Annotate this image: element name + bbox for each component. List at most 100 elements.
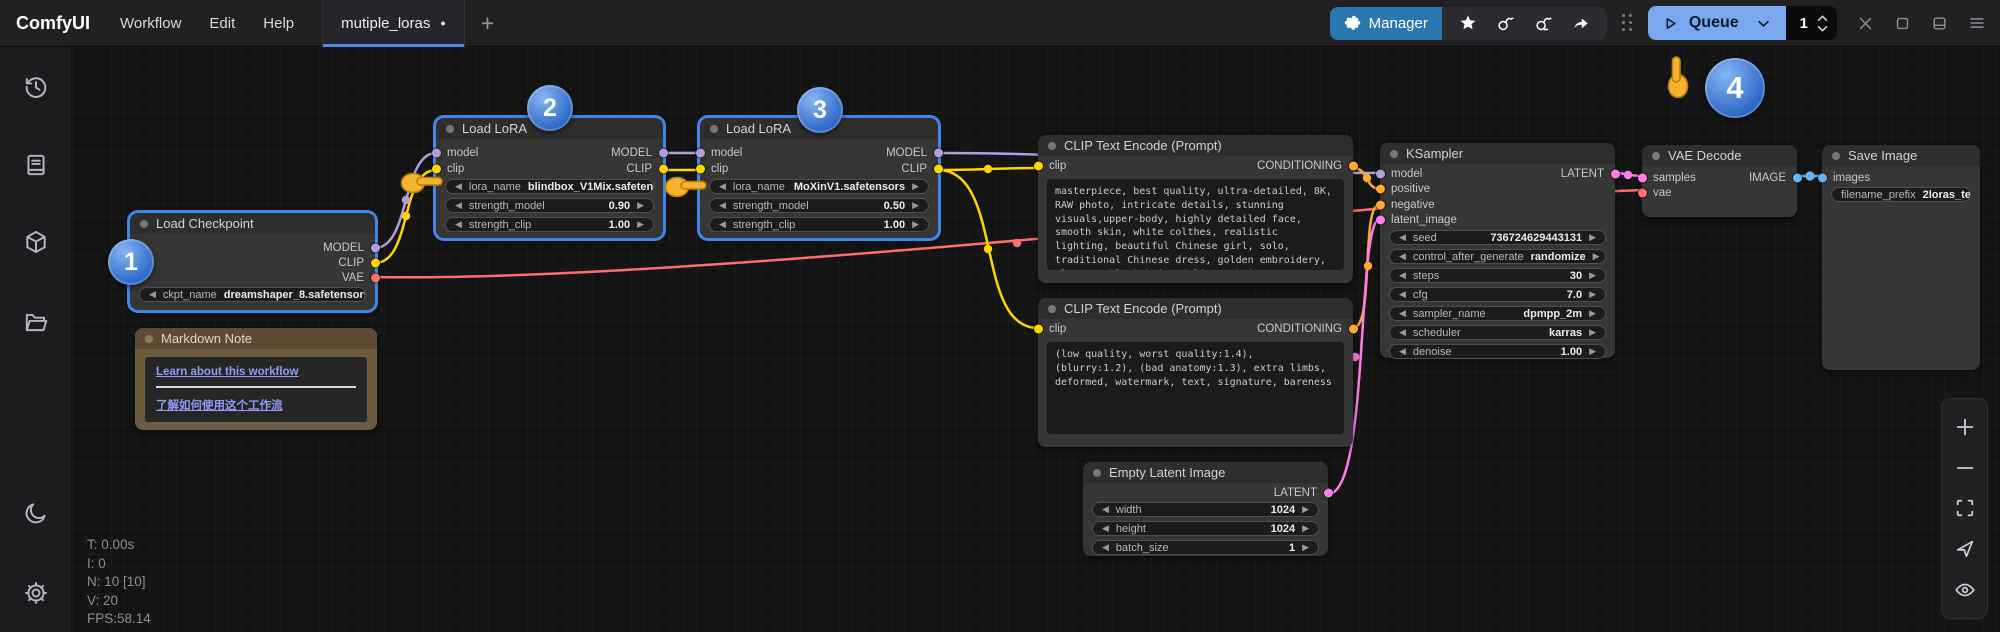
zoom-out-icon[interactable] bbox=[1954, 457, 1976, 479]
queue-history-icon[interactable] bbox=[23, 74, 49, 100]
clip-input-port[interactable] bbox=[1033, 161, 1043, 171]
widget-increment[interactable]: ▶ bbox=[1592, 251, 1600, 261]
widget-increment[interactable]: ▶ bbox=[912, 200, 919, 210]
seed-widget[interactable]: ◀ seed 736724629443131 ▶ bbox=[1389, 230, 1606, 245]
widget-decrement[interactable]: ◀ bbox=[149, 289, 156, 299]
widget-decrement[interactable]: ◀ bbox=[1399, 232, 1406, 242]
note-link-en[interactable]: Learn about this workflow bbox=[156, 366, 299, 378]
menu-help[interactable]: Help bbox=[263, 14, 295, 32]
collapse-dot[interactable] bbox=[446, 124, 454, 133]
maximize-icon[interactable] bbox=[1894, 15, 1911, 32]
model-output-port[interactable] bbox=[933, 148, 943, 158]
collapse-dot[interactable] bbox=[1390, 149, 1398, 158]
queue-button[interactable]: Queue bbox=[1647, 6, 1786, 40]
fit-view-icon[interactable] bbox=[1954, 497, 1976, 519]
menu-edit[interactable]: Edit bbox=[209, 14, 236, 32]
node-header[interactable]: KSampler bbox=[1380, 143, 1615, 164]
widget-decrement[interactable]: ◀ bbox=[1399, 270, 1406, 280]
conditioning-output-port[interactable] bbox=[1348, 161, 1358, 171]
node-header[interactable]: CLIP Text Encode (Prompt) bbox=[1038, 298, 1353, 319]
node-clip-text-encode-negative[interactable]: CLIP Text Encode (Prompt) clip CONDITION… bbox=[1033, 298, 1358, 447]
clip-output-port[interactable] bbox=[370, 258, 380, 267]
control-after-generate-widget[interactable]: ◀ control_after_generate randomize ▶ bbox=[1389, 249, 1606, 264]
widget-decrement[interactable]: ◀ bbox=[455, 219, 462, 229]
collapse-dot[interactable] bbox=[145, 334, 153, 343]
widget-decrement[interactable]: ◀ bbox=[1102, 504, 1109, 514]
widget-increment[interactable]: ▶ bbox=[912, 181, 919, 191]
latent-output-port[interactable] bbox=[1610, 169, 1620, 179]
zoom-in-icon[interactable] bbox=[1954, 416, 1976, 438]
graph-canvas[interactable]: Load Checkpoint MODEL CLIP VAE ◀ ckpt_na bbox=[72, 47, 2000, 632]
widget-increment[interactable]: ▶ bbox=[637, 219, 644, 229]
settings-icon[interactable] bbox=[23, 580, 49, 606]
model-output-port[interactable] bbox=[370, 243, 380, 252]
workflow-tab[interactable]: mutiple_loras ● bbox=[322, 0, 465, 47]
widget-increment[interactable]: ▶ bbox=[1302, 542, 1309, 552]
ckpt-name-widget[interactable]: ◀ ckpt_name dreamshaper_8.safetensors ▶ bbox=[139, 287, 366, 302]
model-library-icon[interactable] bbox=[23, 229, 49, 255]
latent-image-input-port[interactable] bbox=[1375, 215, 1385, 225]
close-icon[interactable] bbox=[1857, 15, 1874, 32]
theme-toggle-icon[interactable] bbox=[23, 500, 49, 526]
node-ksampler[interactable]: KSampler model LATENT positive negative bbox=[1375, 143, 1620, 359]
positive-input-port[interactable] bbox=[1375, 184, 1385, 194]
node-empty-latent-image[interactable]: Empty Latent Image LATENT ◀ width 1024 ▶… bbox=[1083, 462, 1333, 556]
width-widget[interactable]: ◀ width 1024 ▶ bbox=[1092, 502, 1319, 517]
widget-decrement[interactable]: ◀ bbox=[1399, 289, 1406, 299]
negative-input-port[interactable] bbox=[1375, 200, 1385, 210]
node-clip-text-encode-positive[interactable]: CLIP Text Encode (Prompt) clip CONDITION… bbox=[1033, 135, 1358, 283]
filename-prefix-widget[interactable]: filename_prefix 2loras_test_ bbox=[1831, 187, 1971, 202]
height-widget[interactable]: ◀ height 1024 ▶ bbox=[1092, 521, 1319, 536]
widget-increment[interactable]: ▶ bbox=[1589, 346, 1596, 356]
model-input-port[interactable] bbox=[1375, 169, 1385, 179]
latent-output-port[interactable] bbox=[1323, 488, 1333, 497]
clip-output-port[interactable] bbox=[933, 164, 943, 174]
node-markdown-note[interactable]: Markdown Note Learn about this workflow … bbox=[135, 328, 377, 430]
image-output-port[interactable] bbox=[1792, 173, 1802, 182]
widget-decrement[interactable]: ◀ bbox=[455, 181, 462, 191]
clip-input-port[interactable] bbox=[431, 164, 441, 174]
spinner-down-icon[interactable] bbox=[1817, 25, 1828, 32]
node-load-lora-1[interactable]: Load LoRA model MODEL clip CLIP ◀ lor bbox=[431, 118, 668, 238]
node-library-icon[interactable] bbox=[23, 152, 49, 178]
node-save-image[interactable]: Save Image images filename_prefix 2loras… bbox=[1817, 145, 1980, 370]
positive-prompt-textarea[interactable]: masterpiece, best quality, ultra-detaile… bbox=[1047, 179, 1344, 270]
collapse-dot[interactable] bbox=[1093, 468, 1101, 477]
update-all-icon[interactable] bbox=[1534, 14, 1553, 33]
widget-increment[interactable]: ▶ bbox=[1589, 327, 1596, 337]
images-input-port[interactable] bbox=[1817, 173, 1827, 182]
widget-increment[interactable]: ▶ bbox=[637, 200, 644, 210]
spinner-up-icon[interactable] bbox=[1817, 14, 1828, 22]
node-header[interactable]: CLIP Text Encode (Prompt) bbox=[1038, 135, 1353, 156]
widget-increment[interactable]: ▶ bbox=[1302, 504, 1309, 514]
widget-increment[interactable]: ▶ bbox=[1589, 232, 1596, 242]
strength-clip-widget[interactable]: ◀ strength_clip 1.00 ▶ bbox=[709, 217, 929, 232]
strength-model-widget[interactable]: ◀ strength_model 0.90 ▶ bbox=[445, 198, 654, 213]
widget-increment[interactable]: ▶ bbox=[1589, 308, 1596, 318]
node-header[interactable]: VAE Decode bbox=[1642, 145, 1797, 166]
strength-clip-widget[interactable]: ◀ strength_clip 1.00 ▶ bbox=[445, 217, 654, 232]
model-input-port[interactable] bbox=[431, 148, 441, 158]
toggle-visibility-icon[interactable] bbox=[1954, 579, 1976, 601]
new-tab-button[interactable]: + bbox=[480, 9, 495, 36]
model-output-port[interactable] bbox=[658, 148, 668, 158]
dock-bottom-icon[interactable] bbox=[1931, 15, 1948, 32]
node-header[interactable]: Empty Latent Image bbox=[1083, 462, 1328, 483]
widget-decrement[interactable]: ◀ bbox=[719, 181, 726, 191]
negative-prompt-textarea[interactable]: (low quality, worst quality:1.4), (blurr… bbox=[1047, 342, 1344, 434]
widget-increment[interactable]: ▶ bbox=[1589, 270, 1596, 280]
clip-input-port[interactable] bbox=[1033, 324, 1043, 334]
steps-widget[interactable]: ◀ steps 30 ▶ bbox=[1389, 268, 1606, 283]
conditioning-output-port[interactable] bbox=[1348, 324, 1358, 334]
clip-output-port[interactable] bbox=[658, 164, 668, 174]
lora-name-widget[interactable]: ◀ lora_name blindbox_V1Mix.safetensors ▶ bbox=[445, 179, 654, 194]
select-mode-icon[interactable] bbox=[1954, 538, 1976, 560]
star-icon[interactable] bbox=[1459, 14, 1477, 32]
collapse-dot[interactable] bbox=[1832, 151, 1840, 160]
widget-decrement[interactable]: ◀ bbox=[1102, 523, 1109, 533]
collapse-dot[interactable] bbox=[1652, 151, 1660, 160]
collapse-dot[interactable] bbox=[710, 124, 718, 133]
cfg-widget[interactable]: ◀ cfg 7.0 ▶ bbox=[1389, 287, 1606, 302]
collapse-dot[interactable] bbox=[140, 219, 148, 228]
workflows-icon[interactable] bbox=[23, 309, 49, 335]
